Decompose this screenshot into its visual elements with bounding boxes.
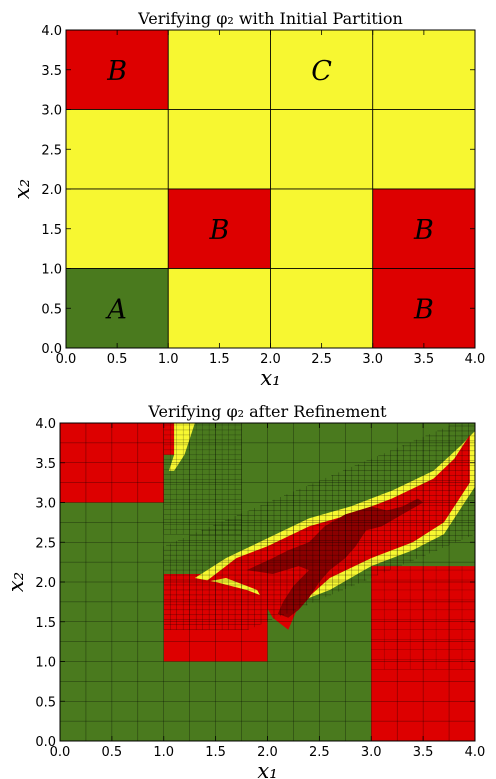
x-tick-label: 3.5: [414, 352, 435, 367]
x-tick-label: 1.0: [153, 745, 174, 760]
chart-1: B C B B A B 0.0 0.5 1.0 1.5 2.0 2.5 3.0 3.5 4.0 0.0 0.5 1…: [10, 9, 485, 390]
y-tick-label: 1.5: [35, 616, 56, 631]
y-tick-label: 0.5: [41, 302, 62, 317]
partition-cell: [66, 30, 169, 110]
partition-cell: [372, 268, 475, 348]
y-axis-label: x₂: [4, 572, 28, 592]
y-tick-label: 1.0: [41, 263, 62, 278]
x-axis-label: x₁: [257, 759, 277, 779]
x-tick-label: 1.5: [205, 745, 226, 760]
x-tick-label: 3.0: [362, 352, 383, 367]
partition-cell: [66, 268, 169, 348]
y-tick-label: 0.5: [35, 695, 56, 710]
x-tick-label: 4.0: [465, 352, 486, 367]
partition-cell: [66, 109, 169, 190]
x-tick-label: 0.5: [102, 745, 123, 760]
y-tick-label: 3.0: [35, 497, 56, 512]
x-tick-label: 1.0: [158, 352, 179, 367]
partition-cell: [167, 268, 271, 348]
x-tick-label: 3.0: [361, 745, 382, 760]
x-tick-label: 2.0: [260, 352, 281, 367]
y-tick-label: 4.0: [41, 24, 62, 39]
x-tick-label: 0.0: [56, 352, 77, 367]
partition-cell: [372, 188, 475, 269]
x-tick-label: 1.5: [209, 352, 230, 367]
partition-cell: [372, 30, 475, 110]
x-tick-label: 2.0: [257, 745, 278, 760]
cell-label-B: B: [106, 56, 127, 87]
plot-area: [60, 423, 475, 741]
y-axis: 0.0 0.5 1.0 1.5 2.0 2.5 3.0 3.5 4.0: [41, 24, 475, 357]
y-tick-label: 4.0: [35, 417, 56, 432]
cell-label-B: B: [208, 215, 229, 246]
cell-label-B: B: [413, 294, 434, 325]
x-tick-label: 2.5: [309, 745, 330, 760]
y-tick-label: 1.5: [41, 223, 62, 238]
partition-cell: [66, 188, 169, 269]
x-tick-label: 0.0: [50, 745, 71, 760]
y-tick-label: 3.5: [41, 64, 62, 79]
cell-label-A: A: [104, 294, 127, 325]
x-axis-label: x₁: [260, 366, 280, 390]
y-tick-label: 2.0: [41, 183, 62, 198]
y-tick-label: 0.0: [41, 342, 62, 357]
y-axis: 0.0 0.5 1.0 1.5 2.0 2.5 3.0 3.5 4.0: [35, 417, 475, 750]
y-tick-label: 2.5: [41, 143, 62, 158]
x-tick-label: 0.5: [107, 352, 128, 367]
region-yellow: [168, 423, 195, 471]
y-tick-label: 3.0: [41, 104, 62, 119]
x-axis: 0.0 0.5 1.0 1.5 2.0 2.5 3.0 3.5 4.0: [56, 30, 486, 367]
plot-area: B C B B A B: [66, 30, 475, 348]
x-tick-label: 3.5: [413, 745, 434, 760]
y-tick-label: 0.0: [35, 735, 56, 750]
x-tick-label: 2.5: [311, 352, 332, 367]
chart-title: Verifying φ₂ after Refinement: [147, 402, 387, 421]
y-tick-label: 2.5: [35, 536, 56, 551]
partition-cell: [270, 30, 374, 110]
partition-cell: [372, 109, 475, 190]
region-red: [163, 423, 175, 455]
y-tick-label: 3.5: [35, 457, 56, 472]
region-darkred: [246, 498, 424, 618]
y-tick-label: 2.0: [35, 576, 56, 591]
cell-label-C: C: [311, 56, 332, 87]
partition-cell: [270, 188, 374, 269]
partition-cell: [167, 109, 271, 190]
partition-cell: [167, 30, 271, 110]
chart-2: 0.0 0.5 1.0 1.5 2.0 2.5 3.0 3.5 4.0 0.0 0.5 1.0 1.5 2…: [4, 402, 485, 779]
x-axis: 0.0 0.5 1.0 1.5 2.0 2.5 3.0 3.5 4.0: [50, 423, 486, 760]
partition-cell: [270, 268, 374, 348]
y-axis-label: x₂: [10, 179, 34, 199]
chart-title: Verifying φ₂ with Initial Partition: [137, 9, 403, 28]
y-tick-label: 1.0: [35, 656, 56, 671]
partition-cell: [270, 109, 374, 190]
cell-label-B: B: [413, 215, 434, 246]
x-tick-label: 4.0: [465, 745, 486, 760]
